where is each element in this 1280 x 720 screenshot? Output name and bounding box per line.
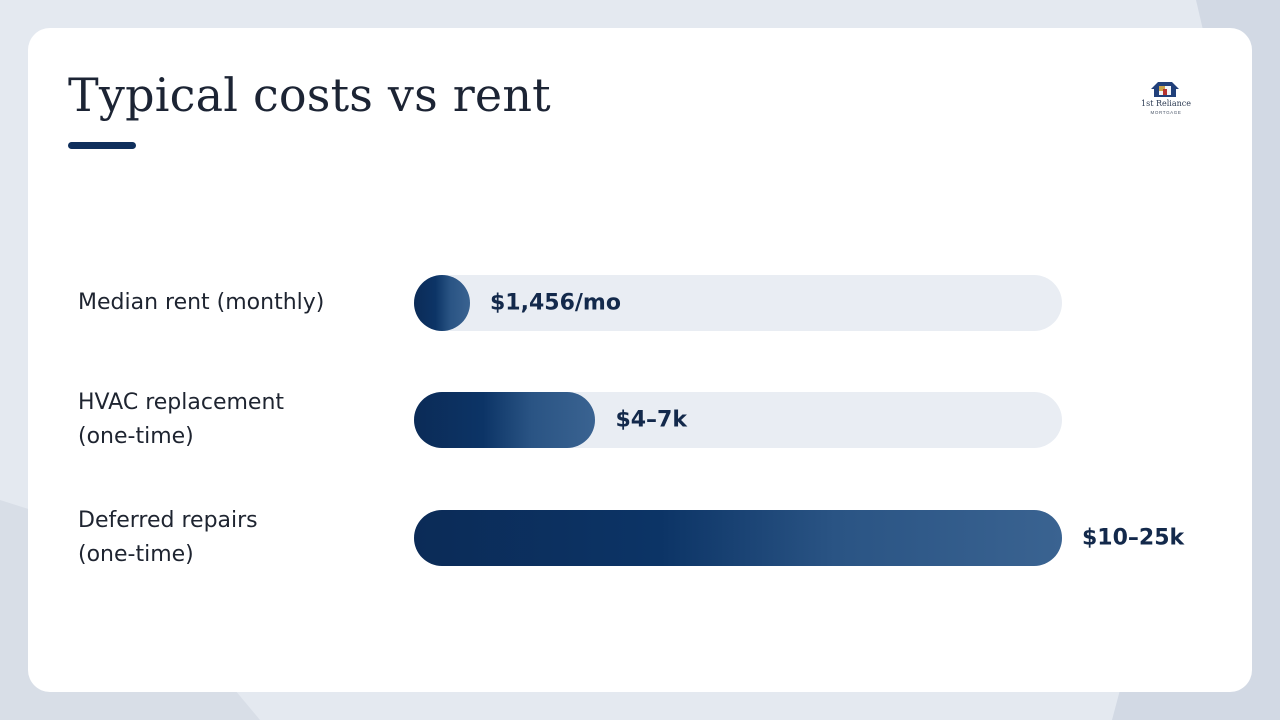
logo-name: 1st Reliance bbox=[1141, 99, 1191, 108]
bar-fill bbox=[414, 275, 470, 331]
bar-row: HVAC replacement (one-time) $4–7k bbox=[28, 390, 1252, 449]
bar-fill bbox=[414, 510, 1062, 566]
logo-tagline: MORTGAGE bbox=[1150, 110, 1182, 115]
slide-card: Typical costs vs rent 1st Reliance MORTG… bbox=[28, 28, 1252, 692]
bar-row: Deferred repairs (one-time) $10–25k bbox=[28, 508, 1252, 567]
bar-value-label: $4–7k bbox=[615, 407, 687, 433]
bar-track bbox=[414, 275, 1062, 331]
bar-row: Median rent (monthly) $1,456/mo bbox=[28, 275, 1252, 331]
bar-value-label: $10–25k bbox=[1082, 525, 1185, 551]
company-logo: 1st Reliance MORTGAGE bbox=[1138, 80, 1194, 120]
title-underline bbox=[68, 142, 136, 149]
bar-fill bbox=[414, 392, 596, 448]
bar-value-label: $1,456/mo bbox=[490, 290, 621, 316]
bar-category-label: Median rent (monthly) bbox=[78, 290, 325, 315]
bar-category-label: Deferred repairs (one-time) bbox=[78, 508, 258, 567]
bar-category-label: HVAC replacement (one-time) bbox=[78, 390, 285, 449]
house-flag-logo-icon bbox=[1151, 82, 1179, 97]
slide-title: Typical costs vs rent bbox=[68, 68, 551, 122]
